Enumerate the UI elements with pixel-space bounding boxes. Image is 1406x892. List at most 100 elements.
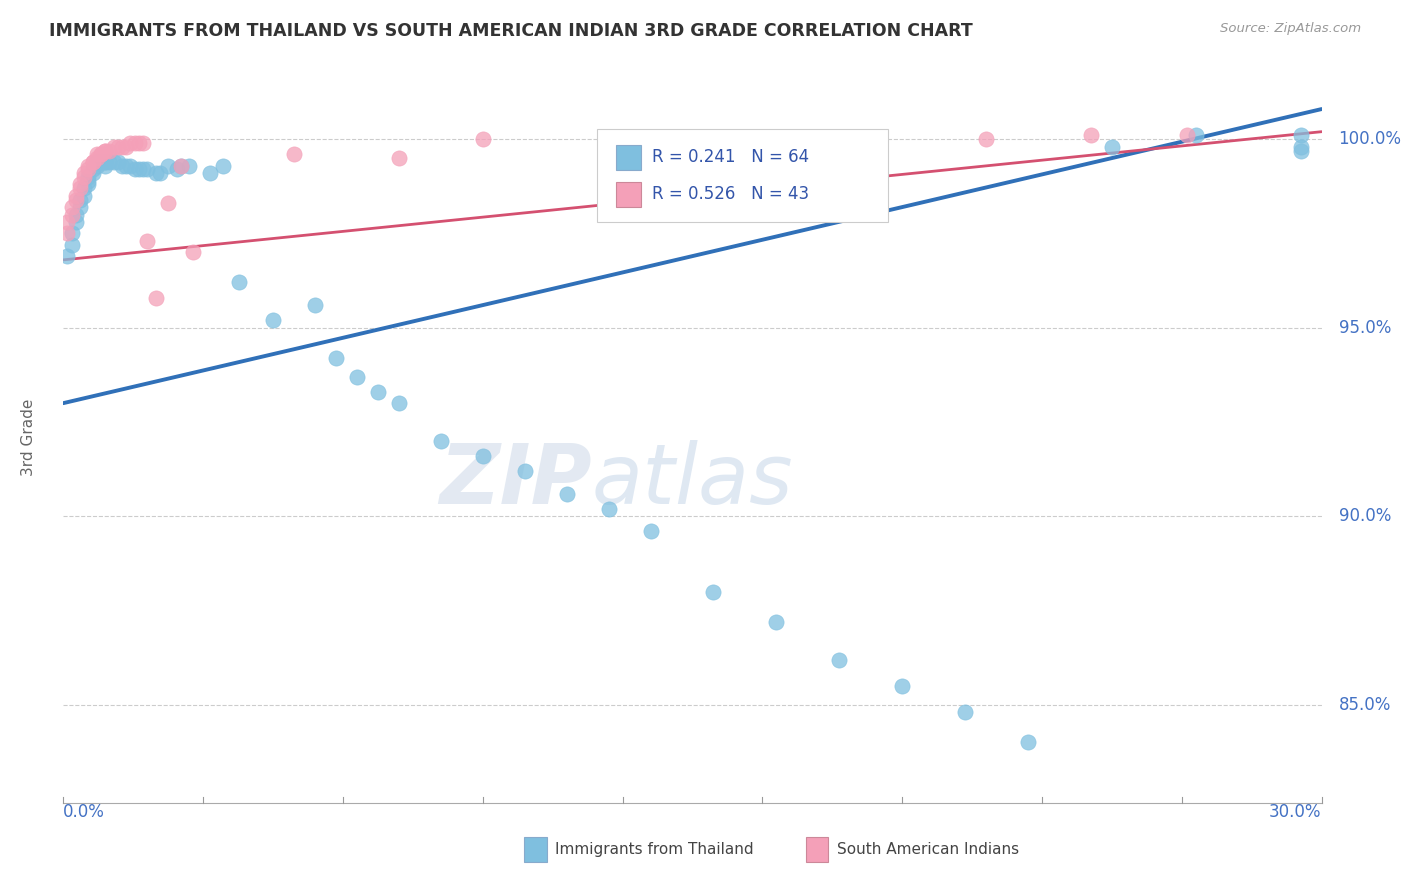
- Text: Immigrants from Thailand: Immigrants from Thailand: [555, 842, 754, 856]
- Text: 95.0%: 95.0%: [1339, 318, 1391, 337]
- Point: [325, 351, 347, 365]
- Point: [132, 136, 155, 150]
- Text: Source: ZipAtlas.com: Source: ZipAtlas.com: [1220, 22, 1361, 36]
- Point: [1017, 735, 1039, 749]
- Point: [107, 140, 129, 154]
- Point: [98, 144, 121, 158]
- Text: 100.0%: 100.0%: [1339, 130, 1402, 148]
- Point: [60, 200, 83, 214]
- Point: [56, 249, 79, 263]
- Point: [86, 147, 108, 161]
- Point: [388, 396, 411, 410]
- Point: [73, 166, 96, 180]
- Point: [94, 144, 117, 158]
- Point: [807, 132, 830, 146]
- Point: [90, 147, 112, 161]
- Point: [77, 169, 100, 184]
- Point: [94, 159, 117, 173]
- Point: [86, 151, 108, 165]
- Point: [73, 188, 96, 202]
- Point: [198, 166, 221, 180]
- Point: [953, 706, 976, 720]
- Text: 85.0%: 85.0%: [1339, 696, 1391, 714]
- Point: [1289, 128, 1312, 143]
- Point: [145, 291, 167, 305]
- Point: [60, 208, 83, 222]
- Point: [555, 486, 578, 500]
- Point: [98, 154, 121, 169]
- Point: [1177, 128, 1199, 143]
- Point: [77, 178, 100, 192]
- Point: [103, 154, 125, 169]
- Point: [120, 136, 142, 150]
- Point: [69, 181, 91, 195]
- Point: [132, 162, 155, 177]
- Point: [124, 136, 146, 150]
- Point: [471, 449, 494, 463]
- Point: [65, 215, 87, 229]
- Point: [1185, 128, 1208, 143]
- Point: [136, 234, 159, 248]
- Point: [69, 178, 91, 192]
- Point: [73, 169, 96, 184]
- Point: [124, 162, 146, 177]
- Point: [1101, 140, 1123, 154]
- Text: 0.0%: 0.0%: [63, 803, 105, 821]
- Point: [69, 200, 91, 214]
- Point: [786, 140, 808, 154]
- Point: [170, 159, 193, 173]
- Point: [120, 159, 142, 173]
- Text: R = 0.526   N = 43: R = 0.526 N = 43: [652, 186, 810, 203]
- Point: [262, 313, 284, 327]
- Point: [107, 154, 129, 169]
- Point: [69, 193, 91, 207]
- Point: [86, 159, 108, 173]
- Point: [1289, 144, 1312, 158]
- Text: R = 0.241   N = 64: R = 0.241 N = 64: [652, 148, 810, 166]
- Point: [181, 245, 204, 260]
- Point: [90, 147, 112, 161]
- Point: [111, 159, 134, 173]
- Point: [82, 154, 104, 169]
- Point: [1080, 128, 1102, 143]
- Text: 90.0%: 90.0%: [1339, 508, 1391, 525]
- Point: [149, 166, 172, 180]
- Point: [430, 434, 453, 448]
- Point: [115, 159, 138, 173]
- Point: [65, 188, 87, 202]
- Point: [56, 227, 79, 241]
- Point: [157, 196, 180, 211]
- Point: [90, 154, 112, 169]
- Text: atlas: atlas: [592, 441, 793, 522]
- Text: IMMIGRANTS FROM THAILAND VS SOUTH AMERICAN INDIAN 3RD GRADE CORRELATION CHART: IMMIGRANTS FROM THAILAND VS SOUTH AMERIC…: [49, 22, 973, 40]
- Point: [283, 147, 305, 161]
- Point: [179, 159, 201, 173]
- Point: [65, 208, 87, 222]
- Text: South American Indians: South American Indians: [837, 842, 1019, 856]
- Point: [94, 154, 117, 169]
- Point: [94, 144, 117, 158]
- Point: [598, 501, 620, 516]
- Point: [128, 136, 150, 150]
- Point: [90, 154, 112, 169]
- Point: [103, 140, 125, 154]
- Point: [388, 151, 411, 165]
- Point: [86, 154, 108, 169]
- Point: [513, 464, 536, 478]
- Point: [640, 524, 662, 539]
- Point: [367, 384, 389, 399]
- Point: [60, 227, 83, 241]
- Text: 3rd Grade: 3rd Grade: [21, 399, 35, 475]
- Point: [228, 276, 250, 290]
- Point: [765, 615, 787, 629]
- Point: [170, 159, 193, 173]
- Point: [65, 193, 87, 207]
- Point: [702, 584, 724, 599]
- Point: [82, 154, 104, 169]
- Point: [828, 652, 851, 666]
- Point: [598, 132, 620, 146]
- Point: [145, 166, 167, 180]
- Point: [82, 166, 104, 180]
- Point: [111, 140, 134, 154]
- Point: [77, 159, 100, 173]
